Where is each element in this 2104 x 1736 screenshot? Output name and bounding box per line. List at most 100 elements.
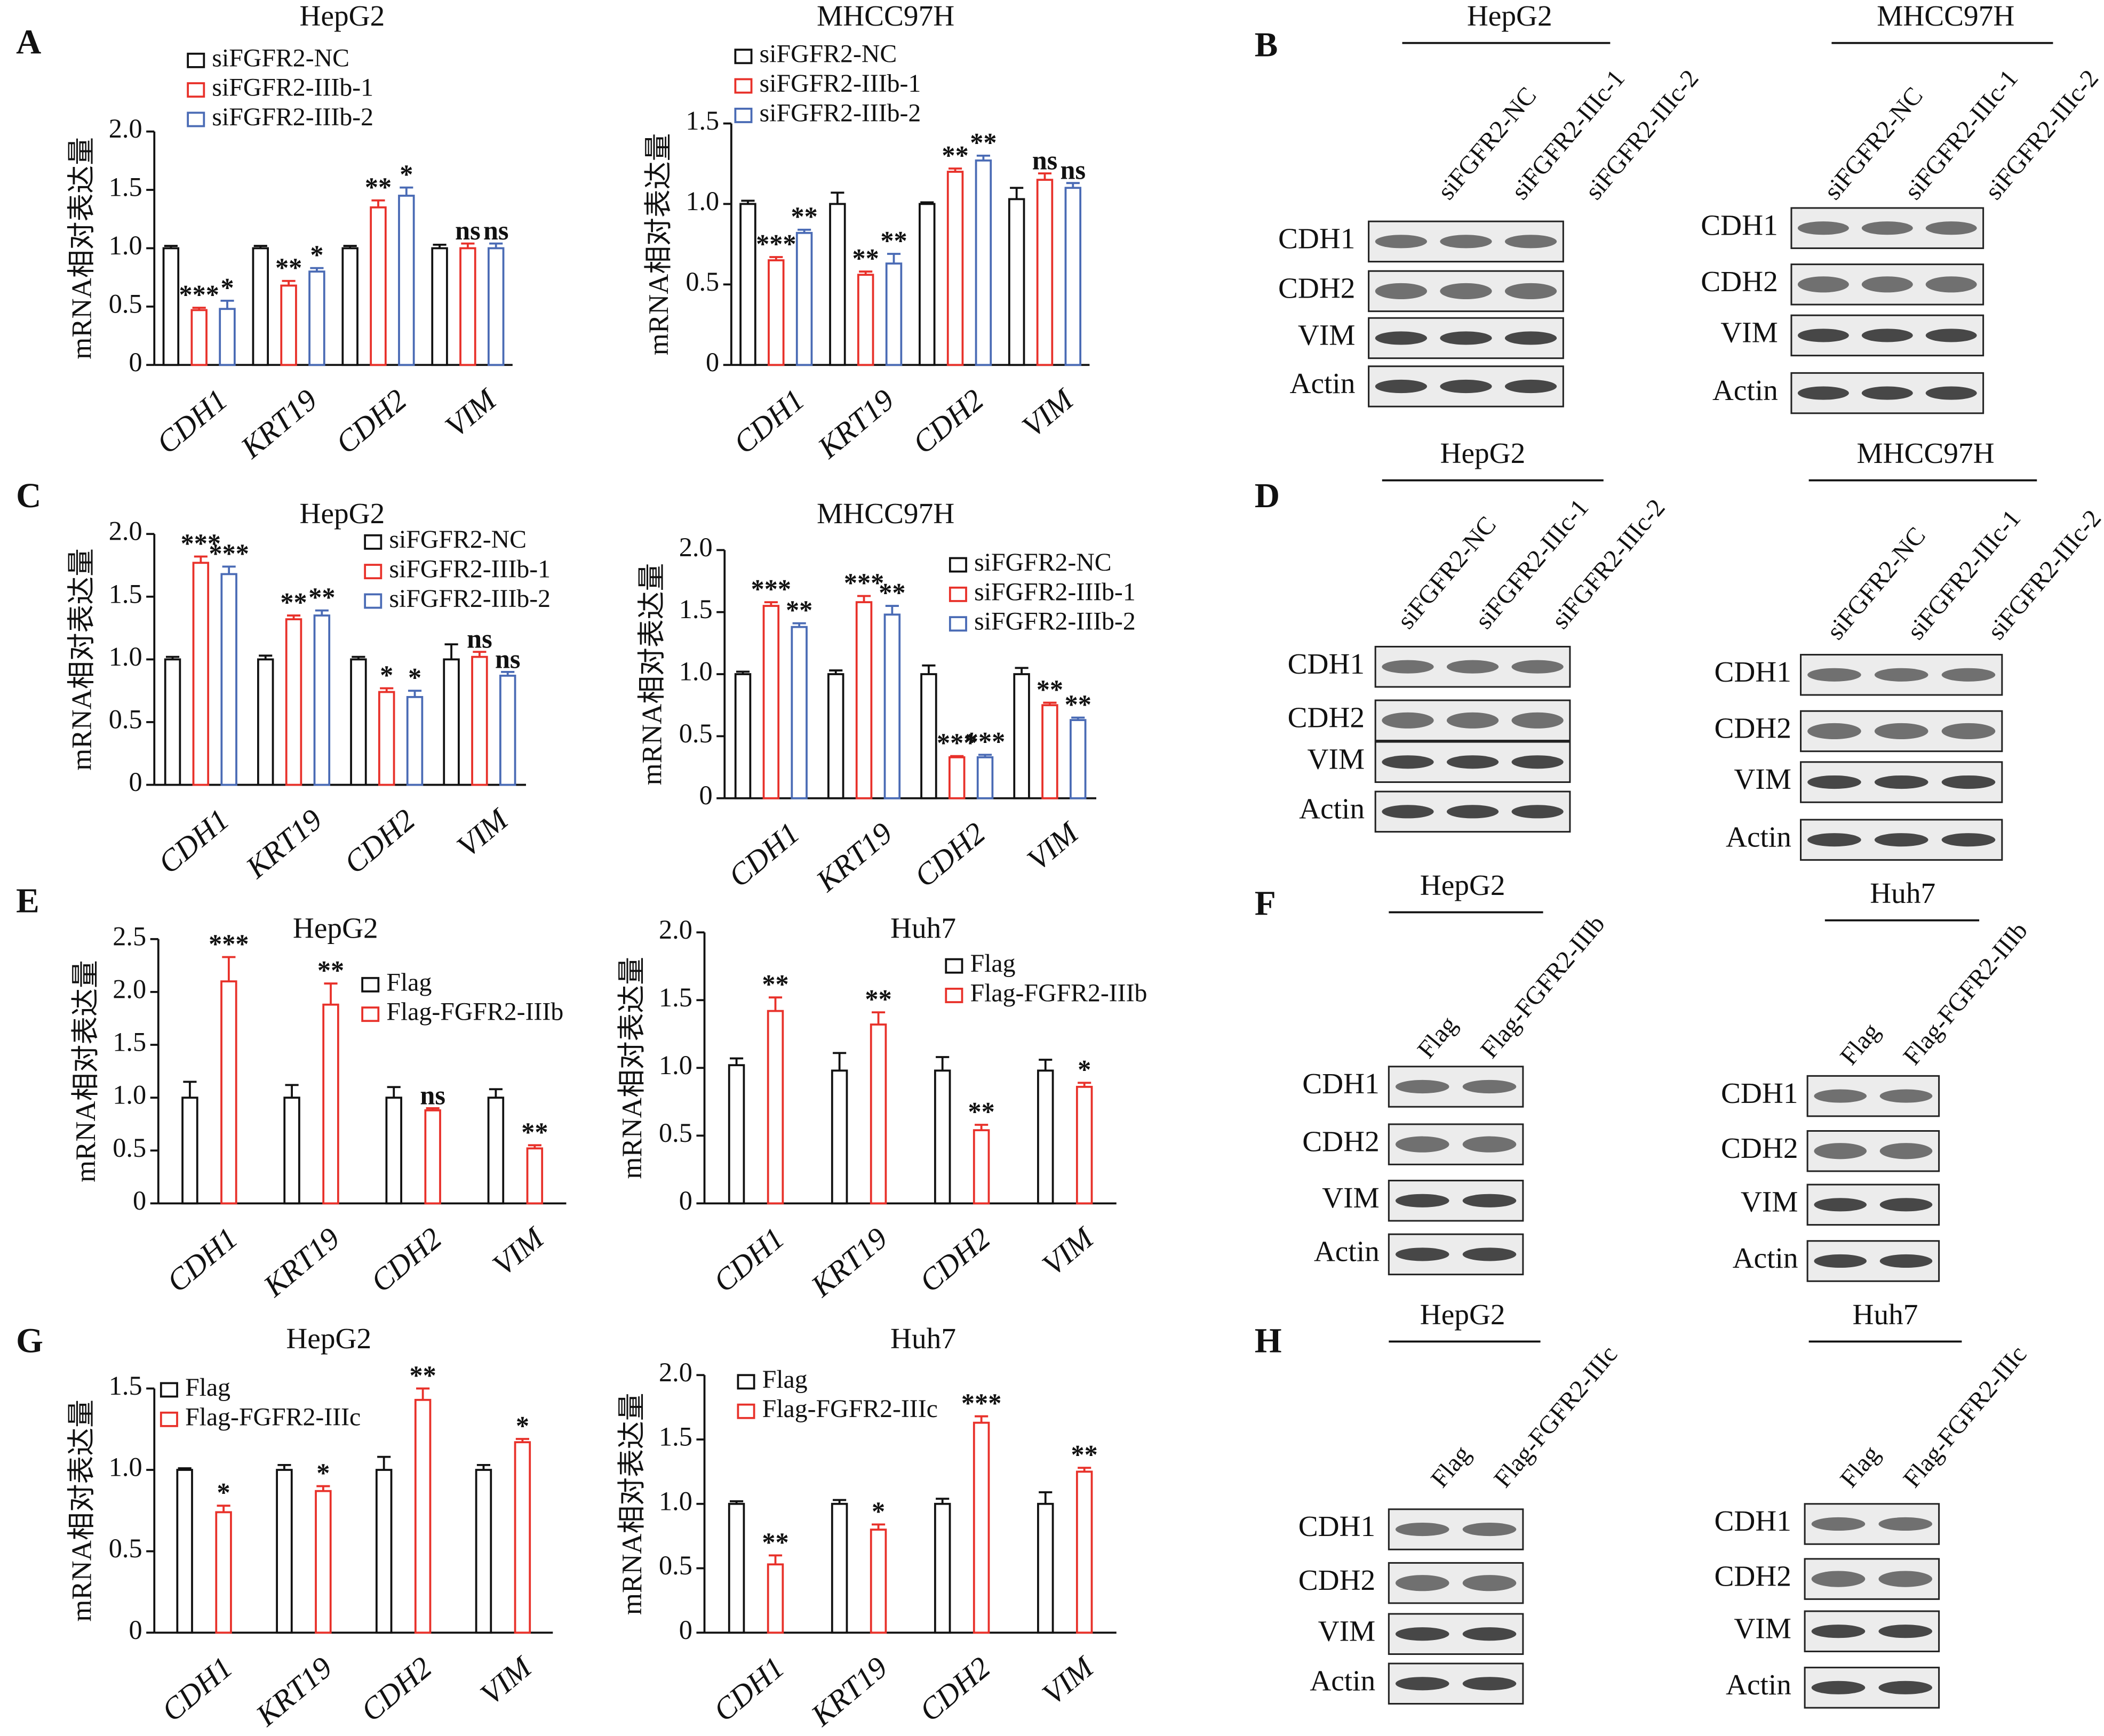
blot-band [1511, 660, 1564, 674]
error-bar [978, 754, 992, 757]
error-bar [1038, 172, 1052, 180]
blot-band [1511, 712, 1564, 729]
bar [378, 691, 395, 786]
x-tick-label: VIM [450, 801, 516, 864]
y-tick-label: 0.5 [113, 1133, 146, 1163]
error-bar [976, 154, 990, 161]
bar [219, 308, 236, 366]
significance-label: ** [942, 140, 968, 170]
blot-band [1874, 833, 1928, 847]
legend-swatch [187, 52, 205, 68]
lane-label: Flag-FGFR2-IIIc [1488, 1340, 1623, 1493]
significance-label: ns [467, 624, 492, 654]
legend-swatch [364, 564, 382, 580]
bar [1070, 719, 1087, 799]
y-tick-label: 2.5 [113, 921, 146, 951]
significance-label: ** [762, 1527, 788, 1557]
legend-swatch [364, 534, 382, 550]
significance-label: *** [844, 568, 884, 598]
blot-band [1462, 1136, 1517, 1153]
blot-band [1395, 1247, 1449, 1261]
error-bar [920, 201, 934, 204]
error-bar [387, 1086, 401, 1098]
error-bar [315, 609, 329, 616]
y-tick-label: 1.0 [109, 230, 142, 260]
y-tick-label: 0 [129, 1615, 142, 1645]
error-bar [887, 253, 901, 264]
row-label: Actin [1299, 793, 1365, 825]
bar [220, 980, 237, 1205]
bar [385, 1097, 402, 1205]
y-tick-label: 0.5 [659, 1118, 692, 1148]
bar [414, 1398, 432, 1634]
error-bar [400, 186, 413, 196]
row-label: VIM [1734, 1612, 1791, 1644]
bar [762, 605, 780, 799]
y-tick-label: 2.0 [109, 516, 142, 546]
x-tick-label: CDH2 [364, 1221, 448, 1299]
bar [870, 1023, 887, 1205]
significance-label: * [316, 1458, 330, 1488]
blot-band [1797, 329, 1849, 342]
error-bar [316, 1485, 330, 1491]
legend-label: Flag [970, 949, 1016, 978]
x-tick-label: CDH1 [150, 382, 234, 461]
x-tick-label: CDH1 [155, 1650, 239, 1728]
y-tick-label: 0.5 [109, 705, 142, 734]
x-tick-label: KRT19 [804, 1650, 894, 1733]
error-bar [831, 191, 844, 204]
significance-label: * [380, 660, 393, 690]
significance-label: *** [756, 229, 796, 259]
blot-band [1462, 1575, 1517, 1591]
significance-label: * [400, 159, 413, 189]
row-label: CDH2 [1721, 1132, 1798, 1164]
error-bar [426, 1107, 440, 1110]
error-bar [371, 199, 385, 207]
bar [164, 658, 181, 786]
blot-band [1440, 331, 1492, 345]
bar [1037, 1069, 1054, 1205]
blot-band [1462, 1079, 1517, 1094]
error-bar [286, 614, 301, 620]
blot-band [1814, 1089, 1867, 1103]
bar [341, 247, 358, 366]
significance-label: ** [308, 582, 335, 612]
blot-band [1462, 1627, 1517, 1641]
significance-label: * [408, 663, 421, 693]
error-bar [859, 270, 873, 275]
y-tick-label: 0.5 [109, 289, 142, 318]
error-bar [259, 654, 273, 660]
y-tick-label: 2.0 [109, 114, 142, 143]
significance-label: ** [1037, 675, 1063, 705]
error-bar [277, 1464, 291, 1470]
x-tick-label: VIM [1035, 1649, 1101, 1712]
significance-label: ** [791, 202, 817, 231]
row-label: CDH1 [1714, 1505, 1791, 1537]
blot-band [1874, 775, 1928, 789]
y-tick-label: 1.0 [109, 1452, 142, 1482]
bar [739, 203, 756, 366]
x-tick-label: VIM [1015, 381, 1081, 444]
error-bar [764, 601, 778, 606]
y-tick-label: 1.5 [679, 594, 713, 624]
error-bar [515, 1438, 529, 1443]
row-label: Actin [1310, 1665, 1375, 1697]
significance-label: ns [483, 215, 509, 245]
bar [973, 1421, 990, 1634]
x-tick-label: VIM [1021, 814, 1086, 877]
blot-band [1511, 755, 1564, 769]
bar [734, 673, 752, 799]
chart-title: HepG2 [299, 0, 385, 32]
error-bar [476, 1464, 491, 1470]
row-label: Actin [1314, 1235, 1380, 1268]
blot-band [1861, 329, 1913, 342]
significance-label: *** [179, 279, 219, 309]
y-tick-label: 0 [679, 1615, 692, 1645]
error-bar [792, 622, 806, 627]
bar [1036, 179, 1054, 366]
row-label: CDH2 [1302, 1125, 1379, 1157]
blot-band [1814, 1143, 1867, 1159]
significance-label: * [872, 1497, 885, 1526]
significance-label: ns [495, 644, 521, 674]
